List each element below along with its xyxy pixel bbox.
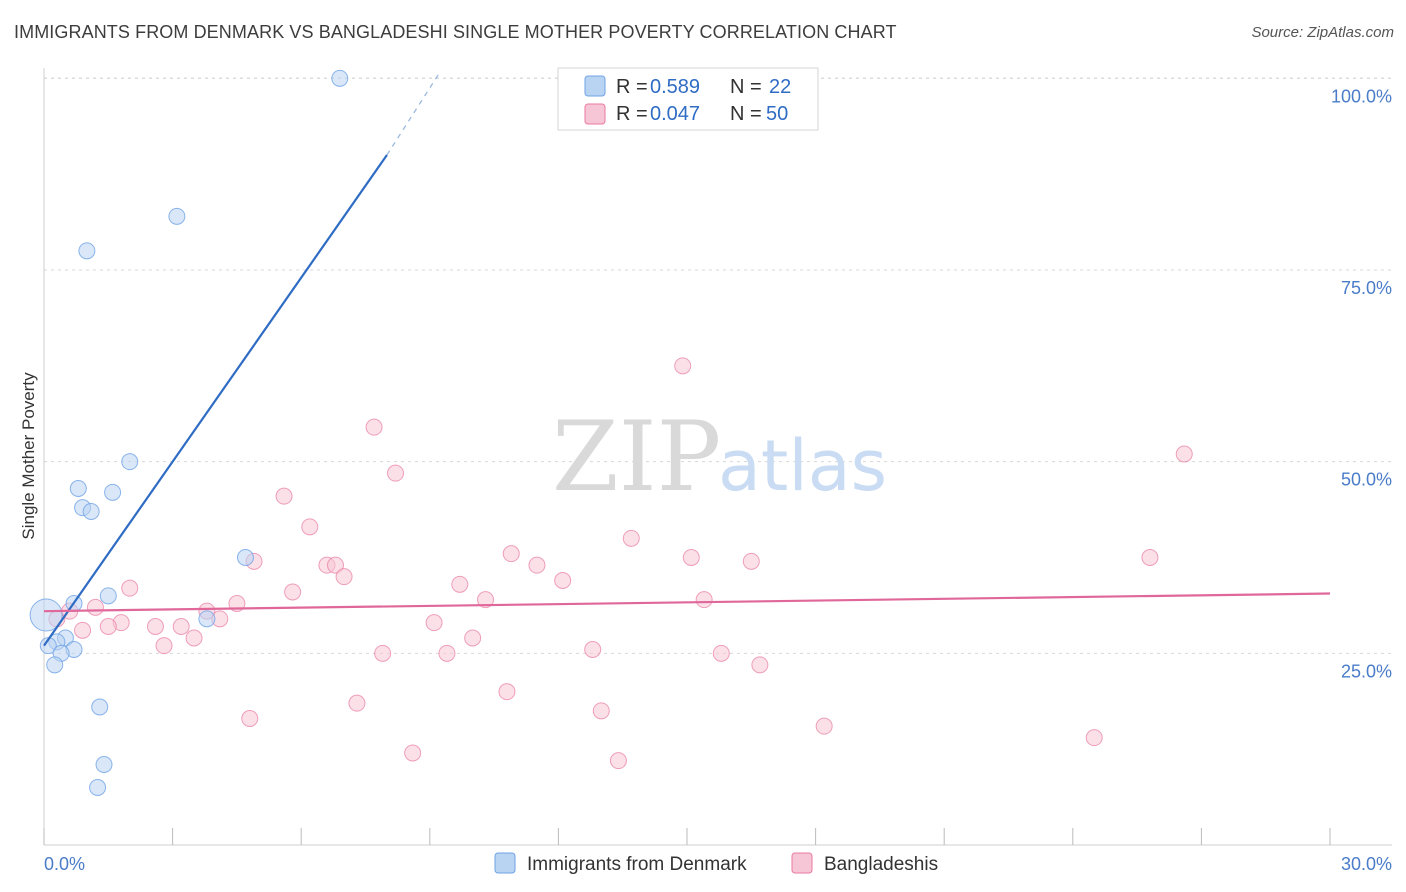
bangladeshis-point-8 — [682, 549, 700, 566]
denmark-point-1 — [168, 207, 186, 225]
legend-n-value-bangladeshis: 50 — [766, 103, 788, 125]
denmark-points — [29, 69, 349, 796]
legend-r-value-denmark: 0.589 — [650, 76, 700, 98]
legend-r-label-denmark: R = — [616, 76, 648, 98]
bangladeshis-point-17 — [451, 575, 469, 593]
denmark-point-21 — [29, 598, 63, 632]
y-tick-label-1: 50.0% — [1341, 470, 1392, 490]
denmark-point-20 — [89, 779, 107, 796]
bangladeshis-point-36 — [374, 644, 392, 662]
bangladeshis-point-21 — [695, 591, 713, 609]
denmark-point-2 — [78, 242, 96, 260]
bangladeshis-point-14 — [326, 556, 344, 574]
y-tick-labels: 25.0% 50.0% 75.0% 100.0% — [1331, 86, 1392, 681]
bangladeshis-point-31 — [74, 621, 92, 639]
source-label: Source: ZipAtlas.com — [1251, 24, 1394, 41]
bangladeshis-point-35 — [584, 641, 602, 658]
legend-box: R = 0.589 N = 22 R = 0.047 N = 50 — [557, 67, 819, 131]
bangladeshis-point-41 — [348, 694, 366, 712]
bangladeshis-point-2 — [1175, 445, 1193, 463]
bangladeshis-point-44 — [815, 717, 833, 735]
bangladeshis-point-23 — [86, 598, 104, 616]
bangladeshis-point-39 — [751, 656, 769, 674]
bangladeshis-point-13 — [528, 556, 546, 574]
trend-lines — [43, 74, 1331, 647]
bangladeshis-point-16 — [554, 572, 572, 589]
watermark-atlas: atlas — [718, 425, 887, 507]
denmark-trend-line — [43, 154, 388, 647]
legend-swatch-denmark — [584, 75, 606, 97]
bangladeshis-point-18 — [121, 579, 139, 597]
bangladeshis-point-46 — [404, 744, 422, 762]
bangladeshis-point-1 — [365, 418, 383, 436]
legend-n-value-denmark: 22 — [769, 76, 791, 98]
bangladeshis-point-20 — [477, 591, 495, 609]
denmark-point-3 — [121, 453, 139, 471]
denmark-trend-extension — [386, 74, 439, 156]
bangladeshis-point-27 — [425, 614, 443, 632]
bottom-legend-label-bangladeshis: Bangladeshis — [824, 854, 938, 875]
y-tick-label-3: 100.0% — [1331, 86, 1392, 106]
bangladeshis-point-5 — [301, 518, 319, 536]
denmark-point-18 — [91, 698, 109, 716]
legend-r-label-bangladeshis: R = — [616, 103, 648, 125]
bangladeshis-point-32 — [464, 629, 482, 647]
bangladeshis-point-3 — [387, 464, 405, 482]
bangladeshis-point-40 — [498, 683, 516, 701]
bangladeshis-point-33 — [185, 629, 203, 647]
bangladeshis-point-19 — [284, 583, 302, 601]
x-tick-labels: 0.0% 30.0% — [44, 854, 1392, 874]
bangladeshis-point-45 — [1085, 729, 1103, 747]
denmark-point-9 — [99, 587, 117, 605]
bangladeshis-point-37 — [438, 644, 456, 662]
bangladeshis-point-38 — [712, 644, 730, 662]
legend-swatch-bangladeshis — [584, 103, 606, 125]
denmark-point-17 — [46, 656, 64, 674]
denmark-point-11 — [198, 610, 216, 628]
bangladeshis-point-43 — [241, 710, 259, 727]
grid-lines — [44, 77, 1392, 654]
bangladeshis-point-0 — [674, 357, 692, 375]
y-tick-label-0: 25.0% — [1341, 661, 1392, 681]
bangladeshis-point-42 — [592, 702, 610, 720]
y-axis-label: Single Mother Poverty — [19, 372, 38, 540]
bangladeshis-point-30 — [172, 618, 190, 635]
denmark-point-4 — [69, 480, 87, 497]
bottom-legend-label-denmark: Immigrants from Denmark — [527, 854, 747, 875]
y-tick-label-2: 75.0% — [1341, 278, 1392, 298]
bangladeshis-point-15 — [335, 568, 353, 586]
bangladeshis-point-4 — [275, 487, 293, 505]
bangladeshis-trend-line — [43, 592, 1331, 613]
bottom-legend-swatch-denmark — [494, 852, 516, 874]
denmark-point-7 — [82, 503, 100, 520]
bangladeshis-point-6 — [622, 529, 640, 547]
watermark-zip: ZIP — [552, 401, 721, 513]
denmark-point-8 — [236, 549, 254, 566]
denmark-point-0 — [331, 69, 349, 87]
bangladeshis-points — [48, 357, 1193, 770]
bangladeshis-point-7 — [502, 545, 520, 563]
bangladeshis-point-29 — [146, 618, 164, 635]
denmark-point-5 — [104, 483, 122, 501]
bangladeshis-point-9 — [1141, 549, 1159, 566]
legend-r-value-bangladeshis: 0.047 — [650, 103, 700, 125]
bangladeshis-point-47 — [609, 752, 627, 770]
legend-n-label-bangladeshis: N = — [730, 103, 762, 125]
bangladeshis-point-28 — [99, 618, 117, 635]
legend-n-label-denmark: N = — [730, 76, 762, 98]
x-tick-label-0: 0.0% — [44, 854, 85, 874]
bangladeshis-point-10 — [742, 552, 760, 570]
denmark-point-19 — [95, 756, 113, 773]
x-tick-label-1: 30.0% — [1341, 854, 1392, 874]
bottom-legend-swatch-bangladeshis — [791, 852, 813, 874]
bangladeshis-point-34 — [155, 637, 173, 655]
chart-title: IMMIGRANTS FROM DENMARK VS BANGLADESHI S… — [14, 22, 897, 42]
axes — [43, 68, 1392, 846]
bottom-legend: Immigrants from Denmark Bangladeshis — [494, 852, 938, 875]
